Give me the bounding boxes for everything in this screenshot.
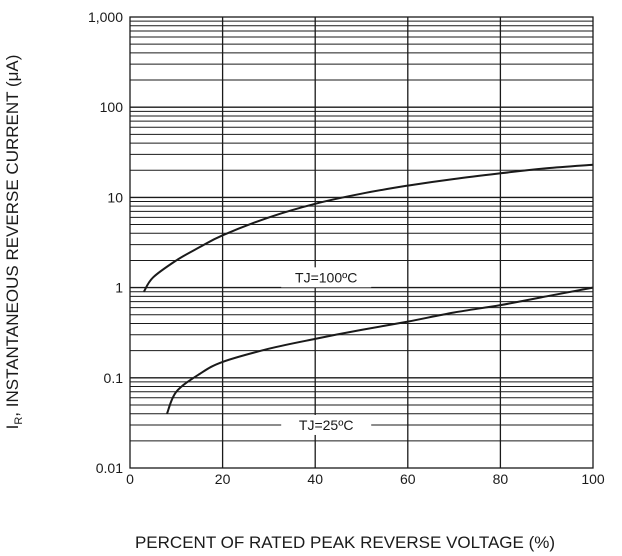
x-tick-label: 60 [400,471,416,487]
x-tick-label: 40 [307,471,323,487]
tick-labels: 0 20 40 60 80 100 0.01 0.1 1 10 100 1,000 [88,9,605,487]
y-axis-title-rest: , INSTANTANEOUS REVERSE CURRENT (μA) [3,55,22,417]
x-tick-label: 20 [215,471,231,487]
y-tick-label: 100 [100,99,124,115]
series-label-0: TJ=100ºC [281,267,372,288]
series-label-text: TJ=25ºC [299,417,354,433]
annotations: TJ=100ºC TJ=25ºC [281,267,372,435]
grid [130,17,593,468]
y-axis-title: IR, INSTANTANEOUS REVERSE CURRENT (μA) [3,55,25,430]
x-axis-title: PERCENT OF RATED PEAK REVERSE VOLTAGE (%… [135,533,555,552]
series-label-text: TJ=100ºC [295,269,357,285]
y-tick-label: 0.01 [96,460,123,476]
series-line-1 [166,286,594,415]
y-tick-label: 0.1 [104,370,124,386]
x-tick-label: 80 [493,471,509,487]
series-label-1: TJ=25ºC [281,414,372,435]
x-tick-label: 0 [126,471,134,487]
y-axis-title-main: I [3,425,22,430]
x-tick-label: 100 [581,471,605,487]
series-label-bg [281,267,372,288]
y-tick-label: 1 [115,280,123,296]
series-layer [143,163,594,415]
plot-frame [129,16,594,469]
series-label-bg [281,414,372,435]
series-line-0 [143,163,594,293]
y-tick-label: 1,000 [88,9,123,25]
y-axis-title-subscript: R [13,417,25,425]
y-tick-label: 10 [107,189,123,205]
